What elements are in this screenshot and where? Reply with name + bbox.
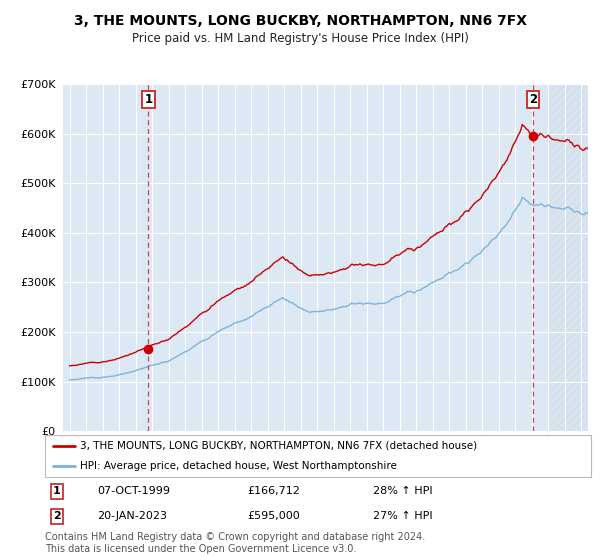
Text: Contains HM Land Registry data © Crown copyright and database right 2024.
This d: Contains HM Land Registry data © Crown c…	[45, 532, 425, 554]
Text: 20-JAN-2023: 20-JAN-2023	[97, 511, 167, 521]
Text: 1: 1	[53, 486, 61, 496]
Text: £166,712: £166,712	[247, 486, 300, 496]
Text: HPI: Average price, detached house, West Northamptonshire: HPI: Average price, detached house, West…	[80, 461, 397, 471]
Text: 27% ↑ HPI: 27% ↑ HPI	[373, 511, 432, 521]
Text: 3, THE MOUNTS, LONG BUCKBY, NORTHAMPTON, NN6 7FX (detached house): 3, THE MOUNTS, LONG BUCKBY, NORTHAMPTON,…	[80, 441, 478, 451]
Text: 28% ↑ HPI: 28% ↑ HPI	[373, 486, 432, 496]
Text: 1: 1	[144, 92, 152, 106]
Text: 07-OCT-1999: 07-OCT-1999	[97, 486, 170, 496]
Text: 2: 2	[53, 511, 61, 521]
Text: 2: 2	[529, 92, 537, 106]
Text: £595,000: £595,000	[247, 511, 300, 521]
Text: Price paid vs. HM Land Registry's House Price Index (HPI): Price paid vs. HM Land Registry's House …	[131, 32, 469, 45]
Bar	[548, 84, 588, 431]
Text: 3, THE MOUNTS, LONG BUCKBY, NORTHAMPTON, NN6 7FX: 3, THE MOUNTS, LONG BUCKBY, NORTHAMPTON,…	[74, 14, 527, 28]
Bar	[548, 84, 588, 431]
